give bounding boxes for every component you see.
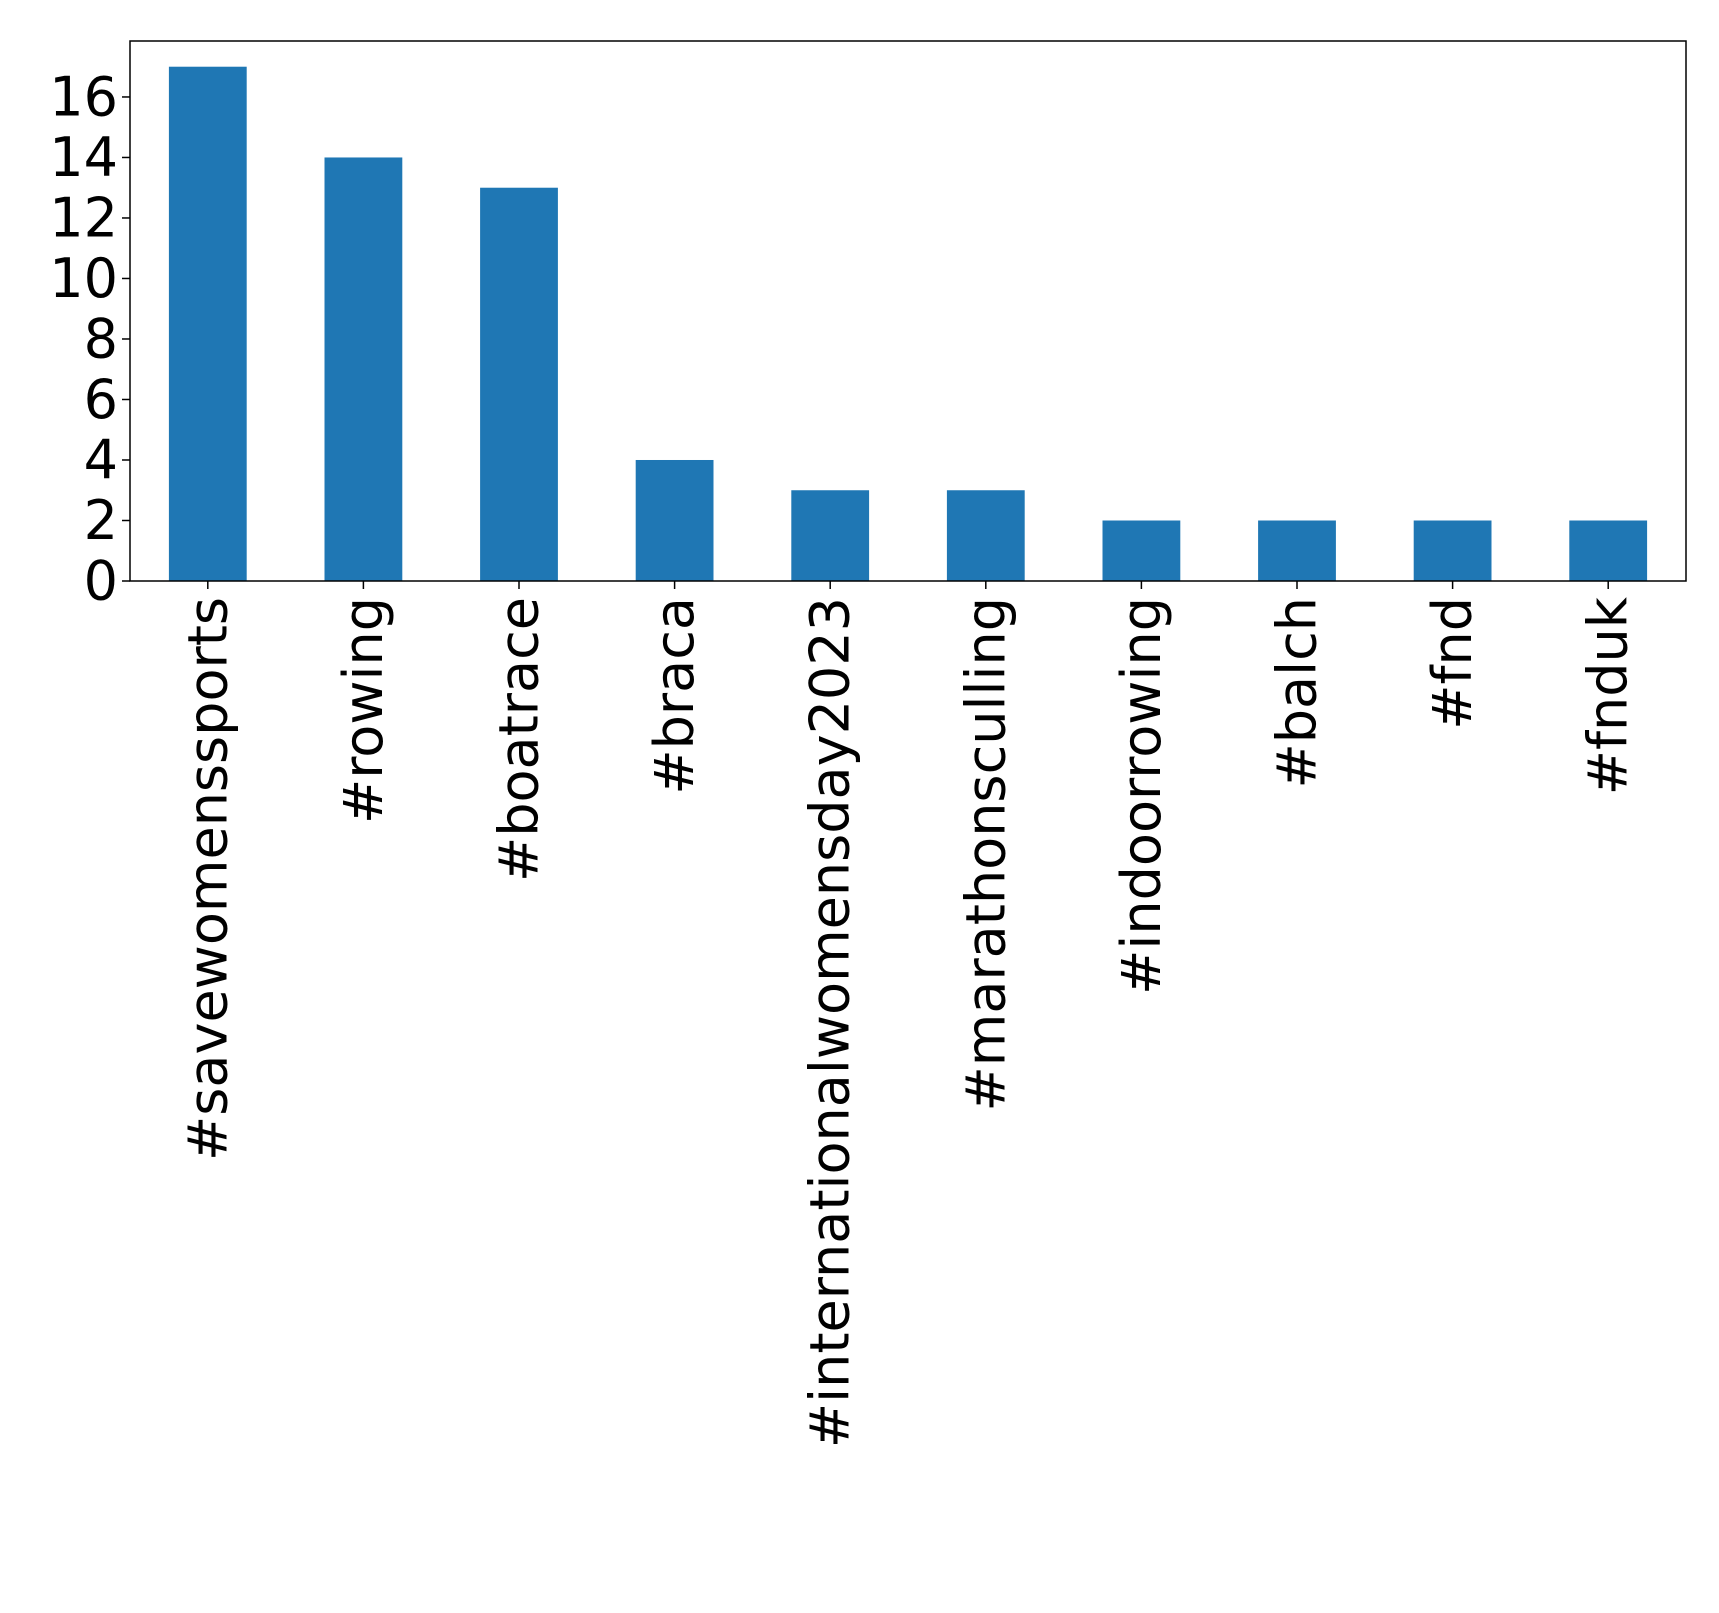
y-tick-label: 8 bbox=[84, 307, 118, 370]
x-tick-label: #balch bbox=[1266, 597, 1329, 789]
bar bbox=[480, 187, 558, 581]
bar bbox=[946, 490, 1025, 581]
bar bbox=[1413, 520, 1492, 581]
bars-group bbox=[168, 66, 1648, 581]
bar bbox=[168, 66, 247, 581]
bar bbox=[635, 459, 714, 581]
bar bbox=[1258, 520, 1336, 581]
bar bbox=[324, 157, 403, 581]
x-tick-label: #fnduk bbox=[1577, 596, 1640, 795]
x-tick-label: #indoorrowing bbox=[1110, 597, 1173, 995]
y-tick-label: 0 bbox=[84, 550, 118, 613]
y-tick-label: 6 bbox=[84, 368, 118, 431]
x-tick-label: #internationalwomensday2023 bbox=[799, 597, 862, 1448]
plot-frame bbox=[129, 40, 1687, 582]
y-tick-label: 14 bbox=[49, 126, 118, 189]
x-tick-label: #savewomenssports bbox=[176, 597, 239, 1161]
bar bbox=[1569, 520, 1648, 581]
bar bbox=[1102, 520, 1181, 581]
y-tick-label: 2 bbox=[84, 489, 118, 552]
y-tick-label: 4 bbox=[84, 428, 118, 491]
x-tick-label: #fnd bbox=[1421, 597, 1484, 730]
y-tick-label: 16 bbox=[49, 65, 118, 128]
y-tick-label: 10 bbox=[49, 247, 118, 310]
x-tick-label: #braca bbox=[643, 597, 706, 795]
bar bbox=[791, 490, 870, 581]
y-tick-label: 12 bbox=[49, 186, 118, 249]
x-axis: #savewomenssports #rowing #boatrace #braca #… bbox=[176, 581, 1640, 1448]
x-tick-label: #boatrace bbox=[488, 597, 551, 882]
x-tick-label: #marathonsculling bbox=[954, 597, 1017, 1111]
x-tick-label: #rowing bbox=[332, 597, 395, 824]
